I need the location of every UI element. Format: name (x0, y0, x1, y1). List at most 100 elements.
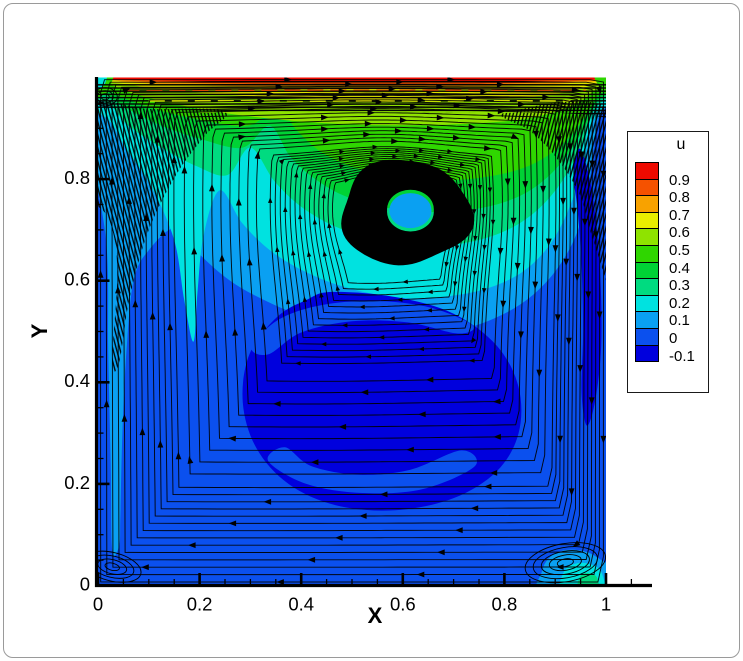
streamline-arrowhead (335, 285, 340, 291)
streamline-arrowhead (567, 143, 573, 151)
corner-vortex-loop (98, 550, 142, 583)
legend-swatch (635, 261, 659, 280)
streamline-arrowhead (540, 185, 546, 194)
streamline-arrowhead (518, 101, 526, 108)
legend-swatch (635, 244, 659, 263)
x-axis-title: X (367, 603, 383, 628)
streamline-arrowhead (268, 197, 273, 203)
streamline-arrowhead (341, 171, 347, 176)
streamline-arrowhead (283, 206, 288, 212)
streamline-arrowhead (572, 540, 581, 548)
streamline-arrowhead (338, 248, 343, 255)
streamline-arrowhead (593, 231, 599, 239)
streamline-loop (139, 94, 579, 532)
streamline-arrowhead (302, 296, 308, 303)
streamline-arrowhead (368, 163, 375, 168)
streamline-arrowhead (447, 167, 454, 173)
streamline-arrowhead (246, 257, 253, 266)
streamline-arrowhead (452, 134, 461, 141)
streamline-loop (193, 115, 544, 463)
streamline-arrowhead (552, 245, 559, 253)
streamline-arrowhead (447, 77, 455, 83)
legend-swatch (635, 211, 659, 230)
legend: u 0.9 0.8 0.7 0.6 0.5 0.4 0.3 0.2 0.1 0 -0.1 (627, 131, 709, 393)
dense-top-right-dense-streamlines (501, 101, 606, 281)
streamline-arrowhead (276, 579, 284, 585)
streamline-arrowhead (312, 218, 318, 225)
streamline-arrowhead (238, 121, 247, 128)
streamline-arrowhead (132, 299, 139, 308)
streamline-arrowhead (458, 183, 463, 190)
legend-label: 0.1 (669, 312, 690, 330)
streamline-arrowhead (453, 102, 462, 109)
streamline-arrowhead (321, 126, 329, 132)
x-tick-label: 0.6 (390, 594, 416, 615)
streamline-loop (173, 108, 557, 489)
streamline-arrowhead (430, 160, 436, 165)
streamline-arrowhead (98, 270, 104, 278)
streamline-arrowhead (363, 131, 371, 138)
streamline-arrowhead (518, 331, 524, 339)
streamline-arrowhead (436, 114, 445, 121)
streamline-arrowhead (322, 250, 327, 257)
streamline-arrowhead (571, 207, 577, 216)
streamline-arrowhead (427, 289, 433, 294)
primary-vortex-ring (341, 159, 475, 266)
streamline-loop (229, 130, 521, 416)
streamline-arrowhead (341, 323, 348, 328)
streamline-arrowhead (320, 342, 327, 347)
streamline-arrowhead (482, 244, 487, 251)
streamline-arrowhead (410, 103, 418, 110)
streamline-arrowhead (566, 337, 572, 346)
corner-vortex-loop (100, 93, 110, 101)
streamline-arrowhead (273, 401, 281, 407)
streamline-arrowhead (462, 306, 467, 313)
corner-vortex-loop (98, 90, 114, 104)
streamline-arrowhead (364, 120, 373, 127)
y-tick-label: 0 (80, 573, 90, 594)
x-tick-label: 0.2 (187, 594, 213, 615)
streamline-arrowhead (338, 88, 347, 94)
streamline-arrowhead (455, 222, 461, 229)
streamline-arrowhead (319, 292, 324, 298)
streamline-arrowhead (409, 159, 415, 164)
streamline-arrowhead (154, 135, 161, 143)
x-tick-label: 1 (601, 594, 611, 615)
streamline-arrowhead (417, 97, 426, 103)
streamline-arrowhead (426, 308, 433, 313)
streamline-arrowhead (475, 156, 481, 162)
streamline-arrowhead (418, 346, 424, 352)
streamline-loop (100, 79, 604, 583)
streamline-arrowhead (332, 94, 341, 101)
streamline-arrowhead (395, 148, 401, 153)
streamline-arrowhead (149, 79, 158, 86)
streamline-arrowhead (275, 83, 284, 90)
streamline-arrowhead (191, 246, 198, 255)
streamline-loop (167, 105, 560, 496)
streamline-arrowhead (141, 564, 149, 571)
streamline-arrowhead (284, 77, 292, 83)
streamline-arrowhead (532, 281, 539, 290)
legend-label: 0.6 (669, 224, 690, 242)
streamline-arrowhead (171, 155, 177, 164)
streamline-arrowhead (235, 198, 242, 206)
streamline-arrowhead (468, 123, 477, 130)
streamline-arrowhead (232, 328, 239, 336)
streamline-arrowhead (423, 327, 430, 332)
legend-swatch (635, 294, 659, 313)
streamline-loop (156, 101, 568, 510)
streamline-arrowhead (310, 459, 319, 466)
streamline-arrowhead (447, 149, 453, 154)
streamline-arrowhead (556, 564, 564, 570)
streamline-arrowhead (557, 435, 563, 444)
corner-vortex-loop (98, 87, 118, 107)
streamline-arrowhead (418, 411, 426, 418)
streamline-loop (183, 112, 550, 475)
streamline-loop (151, 99, 571, 517)
streamline-arrowhead (528, 226, 534, 235)
streamline-arrowhead (126, 196, 132, 204)
streamline-arrowhead (560, 197, 566, 206)
streamline-loop (211, 123, 532, 440)
streamline-arrowhead (286, 298, 291, 305)
